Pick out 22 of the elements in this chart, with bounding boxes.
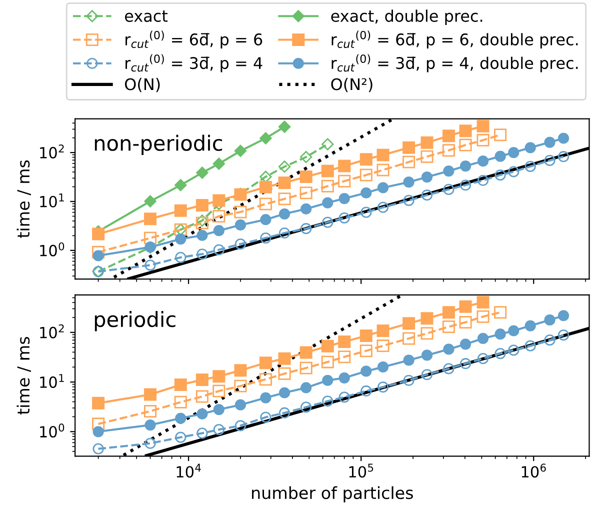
text: non-periodic <box>94 134 222 155</box>
legend-label: r$_{cut}$$^{(0)}$ = 3d̅, p = 4, double prec. <box>332 54 578 72</box>
legend-label: r$_{cut}$$^{(0)}$ = 6d̅, p = 6, double prec. <box>332 30 578 49</box>
legend-label: O(N) <box>125 78 160 92</box>
legend-label: O(N²) <box>331 78 372 92</box>
text: periodic <box>94 311 176 332</box>
y-tick-label: 10$^{1}$ <box>40 194 64 208</box>
y-tick-label: 10$^{0}$ <box>40 424 64 438</box>
legend-label: r$_{cut}$$^{(0)}$ = 6d̅, p = 6 <box>126 30 262 49</box>
legend-label: exact, double prec. <box>331 10 482 26</box>
x-tick-label: 10$^{5}$ <box>349 464 374 478</box>
x-tick-label: 10$^{6}$ <box>522 464 546 478</box>
y-tick-label: 10$^{2}$ <box>40 324 64 338</box>
y-tick-label: 10$^{0}$ <box>40 242 64 256</box>
y-axis-title: time / ms <box>16 160 31 238</box>
legend-label: r$_{cut}$$^{(0)}$ = 3d̅, p = 4 <box>126 54 262 72</box>
y-tick-label: 10$^{1}$ <box>40 374 64 388</box>
y-axis-title: time / ms <box>16 336 31 414</box>
x-axis-title: number of particles <box>252 486 413 502</box>
y-tick-label: 10$^{2}$ <box>40 144 64 158</box>
legend-label: exact <box>124 10 168 22</box>
x-tick-label: 10$^{4}$ <box>176 464 201 478</box>
